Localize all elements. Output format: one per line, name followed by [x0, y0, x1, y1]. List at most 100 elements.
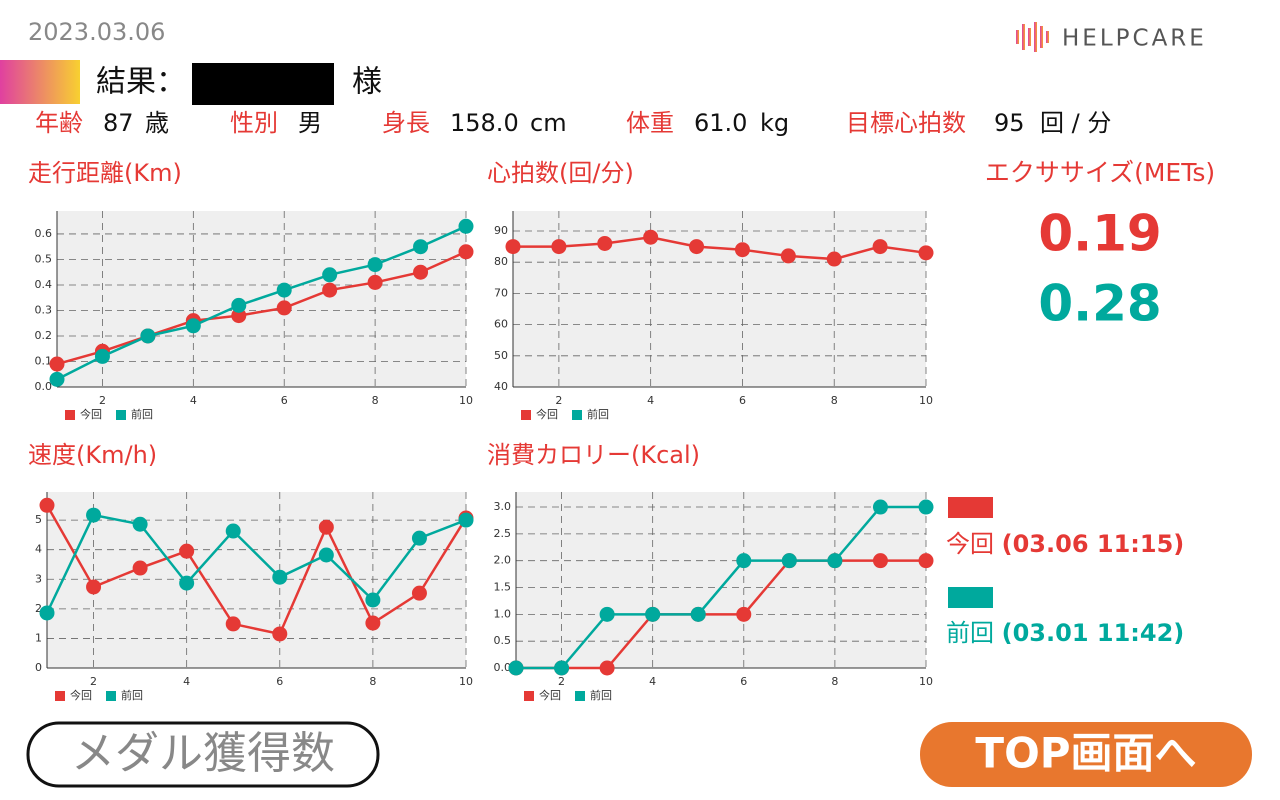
result-label: 結果： [96, 65, 186, 100]
data-point [94, 348, 110, 364]
data-point [86, 507, 102, 523]
medal-button[interactable]: メダル獲得数 [26, 721, 380, 788]
data-point [458, 512, 474, 528]
profile-value: 95 [994, 109, 1025, 137]
exercise-title: エクササイズ(METs) [985, 158, 1215, 187]
profile-unit: 回 / 分 [1040, 109, 1111, 137]
data-point [413, 239, 429, 255]
data-point [781, 553, 797, 569]
legend-label: 前回 [590, 688, 612, 702]
data-point [185, 318, 201, 334]
profile-value: 87 [103, 109, 134, 137]
x-tick-label: 2 [555, 394, 562, 407]
data-point [872, 239, 888, 255]
profile-label: 身長 [382, 109, 430, 137]
profile-unit: 歳 [145, 109, 169, 137]
y-tick-label: 0.4 [35, 278, 53, 291]
x-tick-label: 8 [369, 675, 376, 688]
legend-label: 前回 [121, 688, 143, 702]
honorific: 様 [352, 65, 382, 100]
accent-bar [0, 60, 80, 104]
x-tick-label: 8 [831, 675, 838, 688]
data-point [39, 605, 55, 621]
chart: 速度(Km/h) 0 1 2 3 4 5 2 4 6 8 10 今回 前回 [28, 441, 474, 702]
chart-title: 心拍数(回/分) [487, 159, 634, 187]
y-tick-label: 2.0 [494, 554, 512, 567]
chart-title: 走行距離(Km) [28, 159, 182, 187]
x-tick-label: 6 [739, 394, 746, 407]
x-tick-label: 10 [459, 394, 473, 407]
data-point [918, 245, 934, 261]
y-tick-label: 0.0 [35, 380, 53, 393]
x-tick-label: 6 [281, 394, 288, 407]
data-point [411, 585, 427, 601]
chart: 消費カロリー(Kcal) 0.0 0.5 1.0 1.5 2.0 2.5 3.0 2 4 6 8 10 今… [487, 441, 934, 702]
data-point [49, 356, 65, 372]
logo: HELPCARE [1062, 26, 1207, 52]
data-point [918, 553, 934, 569]
data-point [411, 530, 427, 546]
legend-label: 前回 [131, 407, 153, 421]
profile-unit: kg [760, 109, 789, 137]
y-tick-label: 0.3 [35, 303, 53, 316]
y-tick-label: 0.1 [35, 354, 53, 367]
x-tick-label: 2 [558, 675, 565, 688]
date: 2023.03.06 [28, 18, 165, 46]
data-point [413, 264, 429, 280]
medal-button-bg[interactable] [26, 721, 380, 788]
top-button-bg[interactable] [920, 722, 1252, 787]
legend-time: (03.01 11:42) [1002, 619, 1185, 647]
series-line [516, 505, 926, 670]
data-point [272, 569, 288, 585]
data-point [86, 579, 102, 595]
y-tick-label: 70 [494, 286, 508, 299]
data-point [643, 229, 659, 245]
data-point [132, 560, 148, 576]
y-tick-label: 90 [494, 224, 508, 237]
data-point [826, 251, 842, 267]
data-point [689, 239, 705, 255]
data-point [367, 257, 383, 273]
redacted-name [192, 63, 334, 105]
data-point [458, 218, 474, 234]
x-tick-label: 4 [183, 675, 190, 688]
y-tick-label: 1.5 [494, 581, 512, 594]
chart-title: 速度(Km/h) [28, 441, 157, 469]
legend-entry: 今回 (03.06 11:15) [946, 530, 1184, 558]
top-button-label[interactable]: TOP画面へ [975, 729, 1196, 778]
y-tick-label: 3.0 [494, 500, 512, 513]
data-point [599, 606, 615, 622]
chart: 走行距離(Km) 0.0 0.1 0.2 0.3 0.4 0.5 0.6 2 4 6 8 10 今回 前回 [28, 159, 474, 421]
legend-label: 今回 [70, 688, 92, 702]
medal-button-label[interactable]: メダル獲得数 [71, 728, 335, 779]
y-tick-label: 50 [494, 349, 508, 362]
data-point [505, 239, 521, 255]
y-tick-label: 0.5 [494, 634, 512, 647]
x-tick-label: 8 [372, 394, 379, 407]
y-tick-label: 0.6 [35, 227, 53, 240]
legend-label: 今回 [539, 688, 561, 702]
legend-swatch [116, 410, 126, 420]
x-tick-label: 2 [90, 675, 97, 688]
data-point [599, 660, 615, 676]
legend-swatch [948, 497, 993, 518]
legend-swatch [65, 410, 75, 420]
series-line [45, 513, 467, 614]
x-tick-label: 10 [919, 675, 933, 688]
top-button[interactable]: TOP画面へ [920, 722, 1252, 787]
series-line [513, 235, 927, 261]
series-line [45, 504, 468, 636]
data-point [690, 606, 706, 622]
profile-label: 目標心拍数 [846, 109, 966, 137]
data-point [276, 282, 292, 298]
data-point [179, 543, 195, 559]
x-tick-label: 10 [919, 394, 933, 407]
y-tick-label: 2 [35, 602, 42, 615]
chart: 心拍数(回/分) 40 50 60 70 80 90 2 4 6 8 10 今回 前回 [487, 159, 934, 421]
legend-label: 今回 [536, 407, 558, 421]
data-point [318, 547, 334, 563]
data-point [367, 274, 383, 290]
profile-label: 体重 [626, 109, 674, 137]
series-line [56, 250, 467, 366]
data-point [365, 615, 381, 631]
